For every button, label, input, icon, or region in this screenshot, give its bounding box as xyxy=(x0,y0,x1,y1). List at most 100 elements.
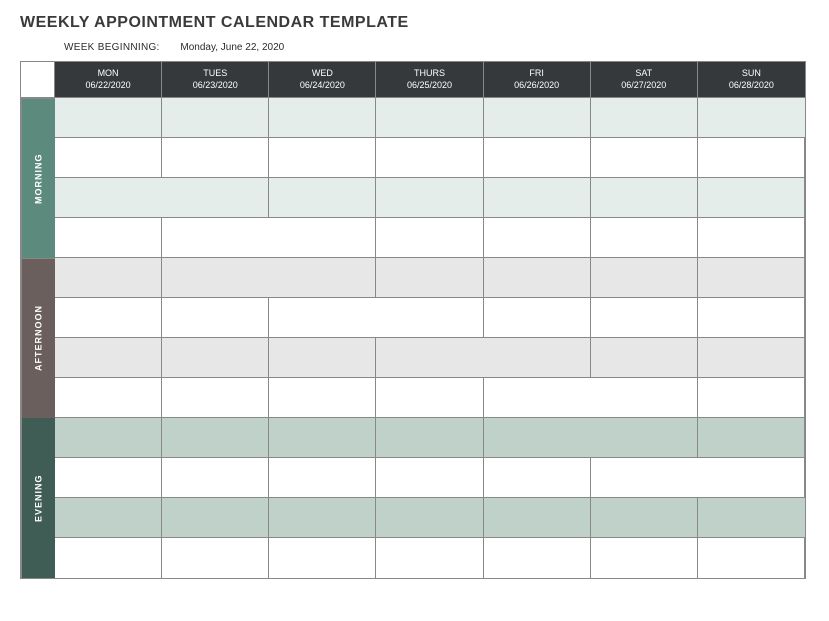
appointment-cell[interactable] xyxy=(376,98,483,138)
appointment-cell[interactable] xyxy=(55,138,162,178)
appointment-cell[interactable] xyxy=(698,538,805,578)
appointment-cell[interactable] xyxy=(162,98,269,138)
appointment-cell[interactable] xyxy=(698,298,805,338)
appointment-cell[interactable] xyxy=(698,458,805,498)
appointment-cell[interactable] xyxy=(484,138,591,178)
appointment-cell[interactable] xyxy=(591,458,698,498)
day-name: SAT xyxy=(593,67,695,79)
appointment-cell[interactable] xyxy=(162,498,269,538)
appointment-cell[interactable] xyxy=(162,418,269,458)
appointment-cell[interactable] xyxy=(269,378,376,418)
appointment-cell[interactable] xyxy=(484,498,591,538)
appointment-cell[interactable] xyxy=(591,138,698,178)
appointment-cell[interactable] xyxy=(55,218,162,258)
appointment-cell[interactable] xyxy=(269,218,376,258)
day-date: 06/27/2020 xyxy=(593,79,695,91)
appointment-cell[interactable] xyxy=(484,178,591,218)
appointment-cell[interactable] xyxy=(162,178,269,218)
appointment-cell[interactable] xyxy=(162,258,269,298)
appointment-cell[interactable] xyxy=(162,378,269,418)
appointment-cell[interactable] xyxy=(376,538,483,578)
appointment-cell[interactable] xyxy=(55,98,162,138)
appointment-cell[interactable] xyxy=(698,258,805,298)
appointment-cell[interactable] xyxy=(269,498,376,538)
day-header: THURS06/25/2020 xyxy=(376,62,483,98)
appointment-cell[interactable] xyxy=(376,218,483,258)
day-name: SUN xyxy=(700,67,803,79)
appointment-cell[interactable] xyxy=(591,378,698,418)
appointment-cell[interactable] xyxy=(698,338,805,378)
appointment-cell[interactable] xyxy=(269,178,376,218)
day-name: TUES xyxy=(164,67,266,79)
appointment-cell[interactable] xyxy=(162,218,269,258)
calendar-grid: MON06/22/2020TUES06/23/2020WED06/24/2020… xyxy=(20,61,806,579)
appointment-cell[interactable] xyxy=(376,258,483,298)
appointment-cell[interactable] xyxy=(591,338,698,378)
day-header: FRI06/26/2020 xyxy=(484,62,591,98)
appointment-cell[interactable] xyxy=(269,98,376,138)
day-date: 06/26/2020 xyxy=(486,79,588,91)
appointment-cell[interactable] xyxy=(591,98,698,138)
appointment-cell[interactable] xyxy=(591,418,698,458)
appointment-cell[interactable] xyxy=(55,258,162,298)
appointment-cell[interactable] xyxy=(484,298,591,338)
appointment-cell[interactable] xyxy=(376,378,483,418)
appointment-cell[interactable] xyxy=(376,338,483,378)
period-label-evening: EVENING xyxy=(21,418,55,578)
appointment-cell[interactable] xyxy=(698,218,805,258)
appointment-cell[interactable] xyxy=(484,338,591,378)
appointment-cell[interactable] xyxy=(269,138,376,178)
appointment-cell[interactable] xyxy=(162,458,269,498)
appointment-cell[interactable] xyxy=(376,298,483,338)
appointment-cell[interactable] xyxy=(698,98,805,138)
appointment-cell[interactable] xyxy=(591,258,698,298)
appointment-cell[interactable] xyxy=(55,178,162,218)
appointment-cell[interactable] xyxy=(55,498,162,538)
appointment-cell[interactable] xyxy=(698,498,805,538)
appointment-cell[interactable] xyxy=(162,138,269,178)
appointment-cell[interactable] xyxy=(376,138,483,178)
appointment-cell[interactable] xyxy=(269,538,376,578)
appointment-cell[interactable] xyxy=(484,258,591,298)
appointment-cell[interactable] xyxy=(55,378,162,418)
appointment-cell[interactable] xyxy=(269,298,376,338)
appointment-cell[interactable] xyxy=(269,338,376,378)
appointment-cell[interactable] xyxy=(484,378,591,418)
appointment-cell[interactable] xyxy=(698,418,805,458)
appointment-cell[interactable] xyxy=(55,458,162,498)
appointment-cell[interactable] xyxy=(376,178,483,218)
day-date: 06/23/2020 xyxy=(164,79,266,91)
appointment-cell[interactable] xyxy=(55,298,162,338)
appointment-cell[interactable] xyxy=(55,338,162,378)
appointment-cell[interactable] xyxy=(484,538,591,578)
appointment-cell[interactable] xyxy=(484,418,591,458)
appointment-cell[interactable] xyxy=(376,418,483,458)
appointment-cell[interactable] xyxy=(269,418,376,458)
appointment-cell[interactable] xyxy=(698,178,805,218)
appointment-cell[interactable] xyxy=(484,98,591,138)
appointment-cell[interactable] xyxy=(162,538,269,578)
appointment-cell[interactable] xyxy=(162,298,269,338)
day-header: TUES06/23/2020 xyxy=(162,62,269,98)
day-header: MON06/22/2020 xyxy=(55,62,162,98)
day-name: THURS xyxy=(378,67,480,79)
appointment-cell[interactable] xyxy=(55,538,162,578)
appointment-cell[interactable] xyxy=(376,458,483,498)
appointment-cell[interactable] xyxy=(591,178,698,218)
day-date: 06/25/2020 xyxy=(378,79,480,91)
week-beginning-value: Monday, June 22, 2020 xyxy=(180,42,284,53)
appointment-cell[interactable] xyxy=(591,218,698,258)
appointment-cell[interactable] xyxy=(55,418,162,458)
appointment-cell[interactable] xyxy=(591,298,698,338)
appointment-cell[interactable] xyxy=(698,138,805,178)
appointment-cell[interactable] xyxy=(269,458,376,498)
appointment-cell[interactable] xyxy=(698,378,805,418)
appointment-cell[interactable] xyxy=(269,258,376,298)
appointment-cell[interactable] xyxy=(162,338,269,378)
appointment-cell[interactable] xyxy=(484,458,591,498)
appointment-cell[interactable] xyxy=(591,498,698,538)
appointment-cell[interactable] xyxy=(591,538,698,578)
appointment-cell[interactable] xyxy=(484,218,591,258)
appointment-cell[interactable] xyxy=(376,498,483,538)
period-label-afternoon: AFTERNOON xyxy=(21,258,55,418)
